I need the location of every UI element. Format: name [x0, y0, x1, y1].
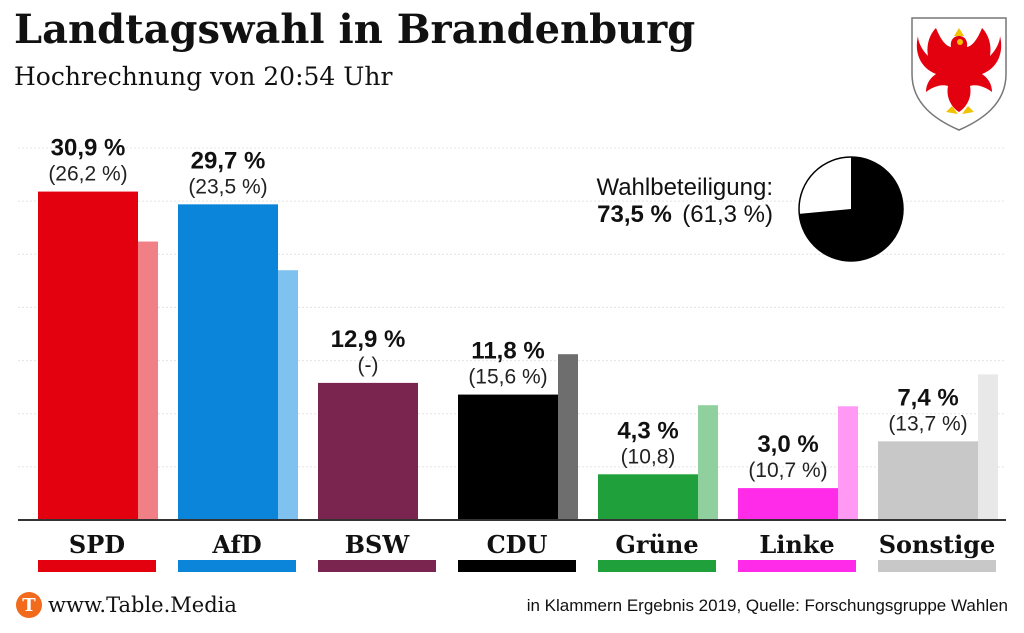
- value-label: 11,8 %: [471, 338, 544, 365]
- turnout-values: 73,5 % (61,3 %): [597, 201, 773, 228]
- value-label: 3,0 %: [757, 431, 818, 458]
- value-label: 29,7 %: [191, 147, 266, 174]
- turnout-block: Wahlbeteiligung: 73,5 % (61,3 %): [596, 156, 904, 262]
- category-color-bar: [878, 560, 996, 572]
- category-label: AfD: [211, 530, 261, 559]
- bar-previous-cdu: [558, 354, 578, 520]
- previous-label: (10,7 %): [748, 459, 827, 482]
- bar-current-cdu: [458, 394, 558, 520]
- bar-current-linke: [738, 488, 838, 520]
- category-label: Sonstige: [879, 530, 996, 559]
- bar-previous-grüne: [698, 405, 718, 520]
- bar-current-afd: [178, 204, 278, 520]
- bar-previous-linke: [838, 406, 858, 520]
- previous-label: (23,5 %): [188, 175, 267, 198]
- previous-label: (13,7 %): [888, 412, 967, 435]
- category-color-bar: [318, 560, 436, 572]
- category-label: BSW: [345, 530, 411, 559]
- previous-label: (10,8): [621, 445, 676, 468]
- bar-previous-sonstige: [978, 374, 998, 520]
- chart-title: Landtagswahl in Brandenburg: [14, 6, 696, 53]
- category-color-bar: [178, 560, 296, 572]
- category-color-bar: [738, 560, 856, 572]
- value-label: 30,9 %: [51, 135, 126, 162]
- bar-current-bsw: [318, 382, 418, 520]
- previous-label: (26,2 %): [48, 163, 127, 186]
- turnout-pie: [798, 156, 904, 262]
- bar-current-sonstige: [878, 441, 978, 520]
- category-label: Grüne: [615, 530, 698, 559]
- turnout-value: 73,5 %: [597, 201, 672, 228]
- bars: [38, 191, 998, 520]
- category-label: Linke: [759, 530, 834, 559]
- turnout-previous: (61,3 %): [682, 201, 773, 228]
- bar-current-spd: [38, 191, 138, 520]
- value-labels: 30,9 %(26,2 %) 29,7 %(23,5 %) 12,9 %(-) 11,…: [48, 135, 967, 483]
- bar-current-grüne: [598, 474, 698, 520]
- previous-label: (15,6 %): [468, 366, 547, 389]
- turnout-pie-slice: [799, 157, 903, 261]
- category-color-bar: [458, 560, 576, 572]
- bar-previous-spd: [138, 241, 158, 520]
- brandenburg-coat-of-arms-icon: [911, 17, 1007, 131]
- category-label: CDU: [487, 530, 548, 559]
- footer-source: in Klammern Ergebnis 2019, Quelle: Forsc…: [526, 596, 1008, 615]
- previous-label: (-): [358, 354, 379, 377]
- footer-brand: T www.Table.Media: [16, 592, 237, 618]
- category-color-bar: [598, 560, 716, 572]
- category-labels: SPD AfD BSW CDU Grüne Linke Sonstige: [38, 530, 996, 572]
- category-color-bar: [38, 560, 156, 572]
- value-label: 4,3 %: [617, 417, 678, 444]
- turnout-label: Wahlbeteiligung:: [596, 174, 773, 201]
- chart-subtitle: Hochrechnung von 20:54 Uhr: [14, 62, 393, 91]
- value-label: 7,4 %: [897, 384, 958, 411]
- value-label: 12,9 %: [331, 326, 406, 353]
- category-label: SPD: [69, 530, 125, 559]
- table-media-logo-icon: T: [16, 592, 42, 618]
- bar-previous-afd: [278, 270, 298, 520]
- footer-site[interactable]: www.Table.Media: [48, 593, 237, 617]
